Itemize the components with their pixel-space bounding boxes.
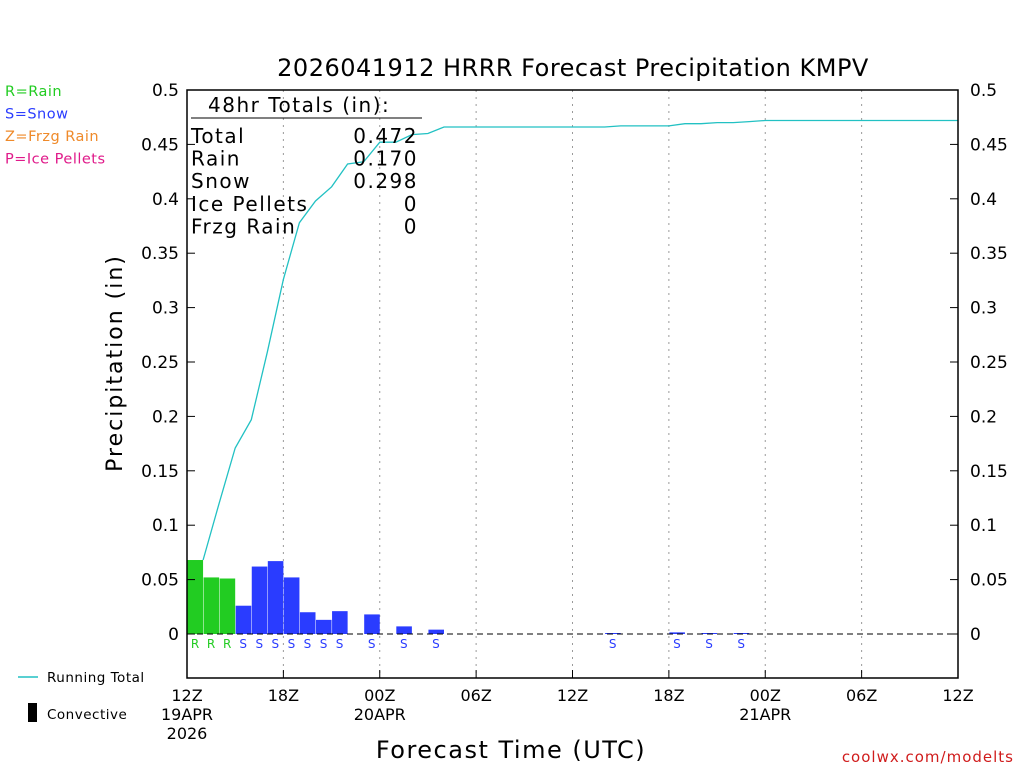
- precip-bar-12: [428, 629, 444, 634]
- precip-type-marker-3: S: [239, 637, 247, 651]
- precip-bar-1: [203, 577, 220, 634]
- precip-type-marker-15: S: [705, 637, 713, 651]
- precip-type-marker-2: R: [223, 637, 231, 651]
- convective-legend-swatch: [28, 703, 37, 722]
- y-tick-label-left-3: 0.15: [141, 462, 179, 482]
- precip-type-legend: R=Rain S=Snow Z=Frzg Rain P=Ice Pellets: [5, 84, 106, 168]
- totals-value-3: 0: [404, 192, 418, 216]
- precip-type-marker-16: S: [737, 637, 745, 651]
- precip-bar-11: [396, 626, 412, 634]
- totals-heading: 48hr Totals (in):: [208, 93, 390, 117]
- x-tick-label-6: 00Z: [750, 686, 781, 705]
- y-tick-label-right-4: 0.2: [970, 407, 997, 427]
- y-tick-label-right-6: 0.3: [970, 299, 997, 319]
- y-tick-label-left-2: 0.1: [152, 516, 179, 536]
- totals-label-0: Total: [190, 124, 245, 148]
- totals-label-3: Ice Pellets: [191, 192, 308, 216]
- y-tick-label-left-7: 0.35: [141, 244, 179, 264]
- hourly-precip-bars: [187, 560, 750, 634]
- precip-bar-6: [283, 577, 300, 634]
- precip-type-marker-6: S: [288, 637, 296, 651]
- precip-bar-5: [267, 561, 284, 634]
- series-legend: Running Total Convective: [18, 670, 145, 723]
- y-tick-label-right-2: 0.1: [970, 516, 997, 536]
- type-legend-item-2: Z=Frzg Rain: [5, 129, 99, 145]
- precip-type-marker-4: S: [255, 637, 263, 651]
- y-tick-label-left-0: 0: [168, 625, 179, 645]
- precip-type-marker-12: S: [432, 637, 440, 651]
- x-tick-label-8: 12Z: [942, 686, 973, 705]
- running-total-legend-label: Running Total: [47, 670, 145, 686]
- totals-value-2: 0.298: [353, 169, 418, 193]
- y-tick-label-right-10: 0.5: [970, 81, 997, 101]
- precip-type-marker-8: S: [320, 637, 328, 651]
- y-axis-right: 0 0.05 0.1 0.15 0.2 0.25 0.3 0.35 0.4 0.45 0.5: [950, 81, 1008, 645]
- precip-bar-10: [364, 614, 380, 634]
- totals-value-0: 0.472: [353, 124, 418, 148]
- y-axis-title: Precipitation (in): [103, 254, 128, 472]
- totals-box: 48hr Totals (in): Total 0.472 Rain 0.170 Snow…: [190, 93, 422, 238]
- precip-type-marker-5: S: [272, 637, 280, 651]
- x-tick-year-0: 2026: [167, 724, 208, 743]
- x-tick-label-3: 06Z: [460, 686, 491, 705]
- precip-type-marker-9: S: [336, 637, 344, 651]
- precip-type-marker-7: S: [304, 637, 312, 651]
- precip-bar-8: [316, 619, 332, 634]
- precip-bar-2: [219, 578, 236, 634]
- x-tick-label-4: 12Z: [557, 686, 588, 705]
- y-tick-label-left-6: 0.3: [152, 299, 179, 319]
- y-tick-label-left-1: 0.05: [141, 571, 179, 591]
- y-tick-label-right-3: 0.15: [970, 462, 1008, 482]
- x-axis-title: Forecast Time (UTC): [376, 736, 646, 764]
- y-tick-label-right-0: 0: [970, 625, 981, 645]
- x-tick-label-5: 18Z: [653, 686, 684, 705]
- running-total-line: [202, 119, 958, 561]
- x-tick-label-2: 00Z: [364, 686, 395, 705]
- time-gridlines: [282, 90, 863, 678]
- y-tick-label-left-8: 0.4: [152, 190, 179, 210]
- totals-value-4: 0: [404, 214, 418, 238]
- type-legend-item-3: P=Ice Pellets: [5, 152, 106, 168]
- x-tick-date-2: 20APR: [354, 705, 406, 724]
- x-tick-date-6: 21APR: [739, 705, 791, 724]
- x-tick-label-1: 18Z: [268, 686, 299, 705]
- chart-title: 2026041912 HRRR Forecast Precipitation K…: [277, 54, 869, 82]
- y-tick-label-left-4: 0.2: [152, 407, 179, 427]
- precip-bar-3: [235, 605, 252, 634]
- precip-type-marker-10: S: [368, 637, 376, 651]
- x-tick-date-0: 19APR: [161, 705, 213, 724]
- totals-label-2: Snow: [191, 169, 251, 193]
- precip-bar-0: [187, 560, 204, 634]
- type-legend-item-1: S=Snow: [5, 107, 68, 123]
- precip-type-marker-11: S: [400, 637, 408, 651]
- source-credit: coolwx.com/modelts: [842, 748, 1014, 766]
- precip-type-marker-1: R: [207, 637, 215, 651]
- precip-bar-4: [251, 566, 268, 634]
- y-tick-label-right-5: 0.25: [970, 353, 1008, 373]
- totals-value-1: 0.170: [353, 147, 418, 171]
- x-tick-label-0: 12Z: [171, 686, 202, 705]
- y-axis-left: 0 0.05 0.1 0.15 0.2 0.25 0.3 0.35 0.4 0.45 0.5: [141, 81, 195, 645]
- y-tick-label-left-9: 0.45: [141, 135, 179, 155]
- precip-bar-7: [299, 612, 316, 634]
- precip-type-marker-0: R: [191, 637, 199, 651]
- x-tick-label-7: 06Z: [846, 686, 877, 705]
- y-tick-label-right-1: 0.05: [970, 571, 1008, 591]
- type-legend-item-0: R=Rain: [5, 84, 62, 100]
- precip-bar-9: [332, 611, 348, 634]
- precip-type-marker-14: S: [673, 637, 681, 651]
- y-tick-label-left-5: 0.25: [141, 353, 179, 373]
- y-tick-label-right-7: 0.35: [970, 244, 1008, 264]
- convective-legend-label: Convective: [47, 707, 127, 723]
- precip-type-marker-13: S: [609, 637, 617, 651]
- precip-bar-14: [669, 632, 685, 634]
- y-tick-label-left-10: 0.5: [152, 81, 179, 101]
- y-tick-label-right-9: 0.45: [970, 135, 1008, 155]
- totals-label-4: Frzg Rain: [191, 214, 296, 238]
- y-tick-label-right-8: 0.4: [970, 190, 997, 210]
- totals-label-1: Rain: [191, 147, 241, 171]
